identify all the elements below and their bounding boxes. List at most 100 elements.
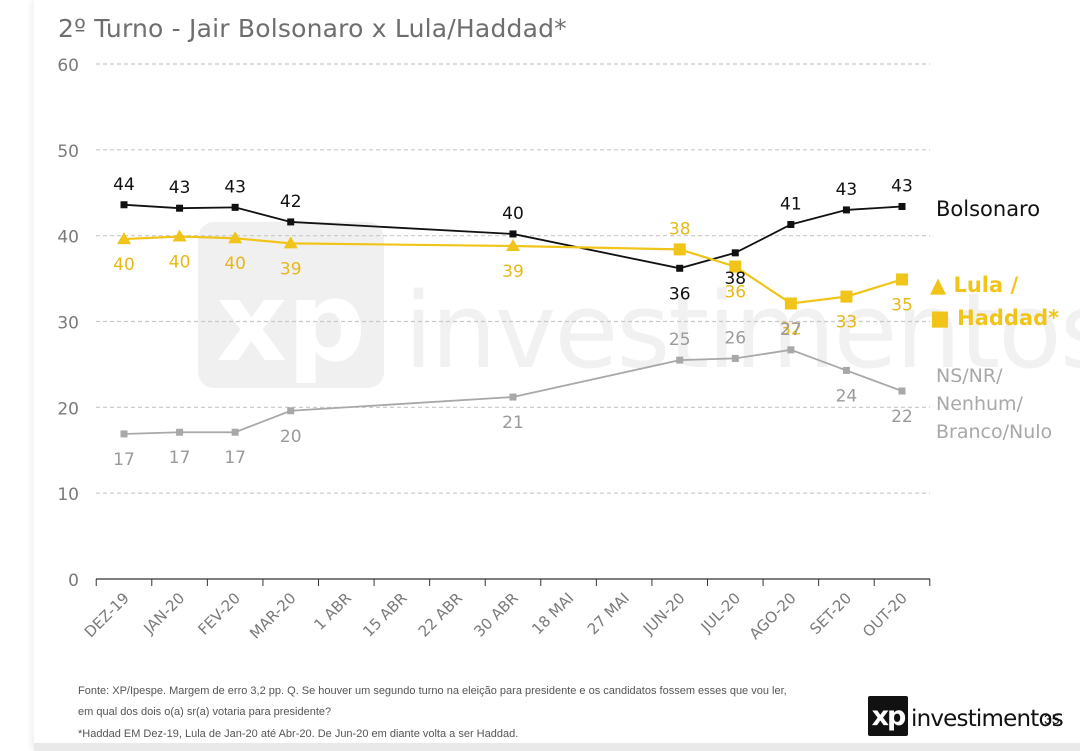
series-2-point-11 — [731, 354, 739, 362]
series-2-point-7 — [509, 393, 517, 401]
series-0-point-7 — [509, 230, 517, 238]
legend-lula-haddad-line-0: ▲ Lula / — [930, 273, 1018, 297]
series-2-label-1: 17 — [169, 448, 191, 468]
series-0-point-14 — [898, 202, 906, 210]
series-2-label-3: 20 — [280, 427, 302, 447]
series-0-label-2: 43 — [224, 177, 246, 197]
y-tick-label-30: 30 — [57, 314, 79, 334]
series-line-2 — [123, 348, 903, 435]
series-2-point-10 — [676, 356, 684, 364]
series-0-point-2 — [231, 203, 239, 211]
x-tick-label-7: 30 ABR — [470, 589, 522, 641]
series-2-point-12 — [787, 346, 795, 354]
legend-nsnr-line-2: Branco/Nulo — [936, 421, 1052, 443]
watermark: xp investimentos — [198, 222, 1080, 392]
xp-logo: xp investimentos — [868, 696, 1064, 736]
x-tick-label-14: OUT-20 — [859, 589, 911, 641]
series-2-label-2: 17 — [224, 448, 246, 468]
series-1-point-2 — [228, 231, 243, 244]
series-2-point-3 — [287, 407, 295, 415]
series-2-label-7: 21 — [502, 413, 524, 433]
series-1-label-13: 33 — [836, 313, 858, 333]
series-1-point-13 — [840, 290, 853, 303]
footnote-haddad: *Haddad EM Dez-19, Lula de Jan-20 até Ab… — [78, 728, 519, 740]
series-2-label-0: 17 — [113, 450, 135, 470]
series-0-label-0: 44 — [113, 175, 135, 195]
x-tick-label-8: 18 MAI — [528, 589, 577, 638]
x-tick-label-3: MAR-20 — [246, 589, 299, 642]
legend-bolsonaro: Bolsonaro — [936, 197, 1040, 221]
y-tick-label-20: 20 — [57, 399, 79, 419]
watermark-investimentos: investimentos — [404, 270, 1080, 392]
series-1-label-3: 39 — [280, 259, 302, 279]
series-2-label-13: 24 — [836, 386, 858, 406]
legend-nsnr-line-0: NS/NR/ — [936, 365, 1003, 387]
x-tick-label-5: 15 ABR — [359, 589, 411, 641]
footnote-source: Fonte: XP/Ipespe. Margem de erro 3,2 pp.… — [78, 685, 787, 697]
series-0-point-3 — [287, 218, 295, 226]
series-0-label-3: 42 — [280, 192, 302, 212]
series-1-label-10: 38 — [669, 219, 691, 239]
series-1-point-14 — [896, 273, 908, 286]
watermark-box — [198, 222, 384, 388]
bottom-divider — [34, 743, 1080, 751]
series-0-label-1: 43 — [169, 178, 191, 198]
x-tick-label-11: JUL-20 — [697, 589, 744, 636]
series-2-point-2 — [231, 428, 239, 436]
series-1-point-12 — [784, 297, 797, 310]
series-1-point-7 — [506, 238, 520, 251]
y-tick-label-60: 60 — [57, 56, 79, 76]
legend-nsnr-line-1: Nenhum/ — [936, 393, 1024, 415]
series-1-point-3 — [283, 236, 298, 249]
footnote-question: em qual dos dois o(a) sr(a) votaria para… — [78, 706, 332, 718]
page-number: 35 — [1044, 711, 1060, 727]
series-1-label-12: 32 — [780, 319, 802, 339]
series-0-label-13: 43 — [836, 180, 858, 200]
x-tick-label-1: JAN-20 — [139, 589, 188, 638]
series-1-point-10 — [673, 243, 686, 256]
series-1-label-2: 40 — [224, 254, 246, 274]
series-2-label-14: 22 — [891, 407, 913, 427]
series-1-point-11 — [729, 260, 742, 273]
series-0-point-0 — [120, 201, 128, 209]
series-2-label-10: 25 — [669, 330, 691, 350]
chart-series — [117, 201, 908, 438]
series-0-point-1 — [176, 204, 184, 212]
chart-title: 2º Turno - Jair Bolsonaro x Lula/Haddad* — [58, 14, 567, 43]
series-1-label-14: 35 — [891, 295, 913, 315]
x-tick-label-2: FEV-20 — [194, 589, 243, 638]
y-tick-label-50: 50 — [57, 142, 79, 162]
x-tick-label-12: AGO-20 — [746, 589, 800, 643]
x-tick-label-0: DEZ-19 — [81, 589, 133, 641]
series-1-label-7: 39 — [502, 262, 524, 282]
x-tick-label-6: 22 ABR — [415, 589, 467, 641]
x-tick-label-10: JUN-20 — [639, 589, 689, 639]
legend-lula-haddad-line-1: ■ Haddad* — [930, 306, 1059, 330]
series-0-point-11 — [731, 249, 739, 257]
series-2-point-0 — [120, 430, 128, 438]
series-line-1 — [123, 235, 903, 305]
series-2-point-14 — [898, 387, 906, 395]
y-tick-label-40: 40 — [57, 228, 79, 248]
watermark-xp: xp — [216, 258, 366, 386]
series-1-label-1: 40 — [169, 253, 191, 273]
line-chart: xp investimentos 0 10 20 30 40 50 60 DEZ-19 JAN-… — [57, 56, 1080, 643]
series-1-label-0: 40 — [113, 255, 135, 275]
series-0-label-10: 36 — [669, 284, 691, 304]
series-2-point-1 — [176, 428, 184, 436]
chart-legend: Bolsonaro ▲ Lula / ■ Haddad* NS/NR/Nenhum/B… — [930, 197, 1059, 443]
series-2-label-11: 26 — [724, 328, 746, 348]
x-tick-label-13: SET-20 — [806, 589, 855, 638]
xp-logo-wordmark: investimentos — [911, 706, 1064, 732]
chart-axes: DEZ-19 JAN-20 FEV-20 MAR-20 1 ABR 15 ABR 22 AB… — [81, 578, 931, 643]
series-1-point-0 — [117, 232, 131, 245]
y-tick-label-0: 0 — [68, 571, 79, 591]
series-2-label-12: 27 — [780, 320, 802, 340]
series-0-label-14: 43 — [891, 176, 913, 196]
series-0-label-12: 41 — [780, 195, 802, 215]
x-tick-label-9: 27 MAI — [584, 589, 633, 638]
series-0-point-12 — [787, 221, 795, 229]
series-1-point-1 — [172, 229, 187, 242]
x-tick-label-4: 1 ABR — [310, 589, 355, 634]
